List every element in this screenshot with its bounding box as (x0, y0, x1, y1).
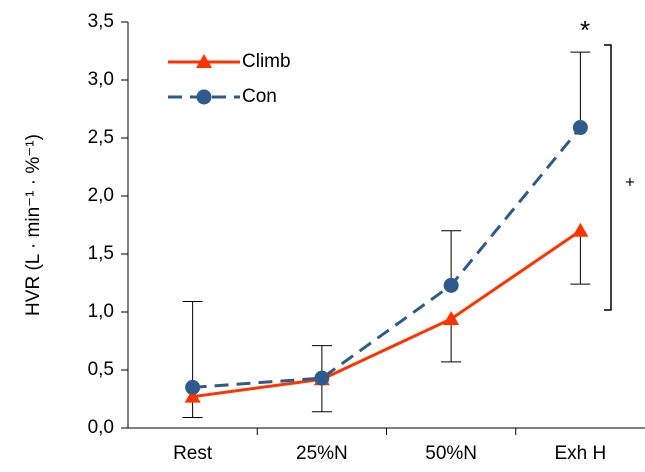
y-tick-label: 1,5 (88, 243, 114, 264)
error-bar (570, 230, 591, 285)
x-tick-label: 50%N (425, 443, 477, 464)
y-tick-label: 0,5 (88, 359, 114, 380)
y-tick-label: 3,0 (88, 69, 114, 90)
legend-label: Climb (242, 51, 291, 72)
error-bar (570, 51, 591, 128)
annotation: + (625, 172, 635, 191)
x-tick-label: Exh H (555, 443, 607, 464)
marker (314, 370, 330, 386)
y-tick-label: 2,0 (88, 185, 114, 206)
marker (443, 310, 460, 325)
y-tick-label: 1,0 (88, 301, 114, 322)
marker (184, 388, 201, 403)
series-line (192, 126, 582, 389)
marker (572, 222, 589, 237)
series-line (192, 229, 582, 399)
error-bar (441, 230, 462, 286)
x-tick-label: 25%N (296, 443, 348, 464)
y-tick-label: 3,5 (88, 11, 114, 32)
marker (572, 120, 588, 136)
marker (196, 89, 212, 105)
error-bar (182, 301, 203, 388)
x-tick-label: Rest (173, 443, 213, 464)
annotation: * (580, 15, 590, 45)
error-bar (441, 318, 462, 363)
marker (196, 54, 212, 68)
significance-bracket (604, 44, 612, 311)
legend-label: Con (242, 86, 277, 107)
y-axis-label: HVR (L · min⁻¹ · %⁻¹) (23, 134, 44, 316)
marker (443, 277, 459, 293)
y-tick-label: 0,0 (88, 417, 114, 438)
y-tick-label: 2,5 (88, 127, 114, 148)
marker (185, 379, 201, 395)
